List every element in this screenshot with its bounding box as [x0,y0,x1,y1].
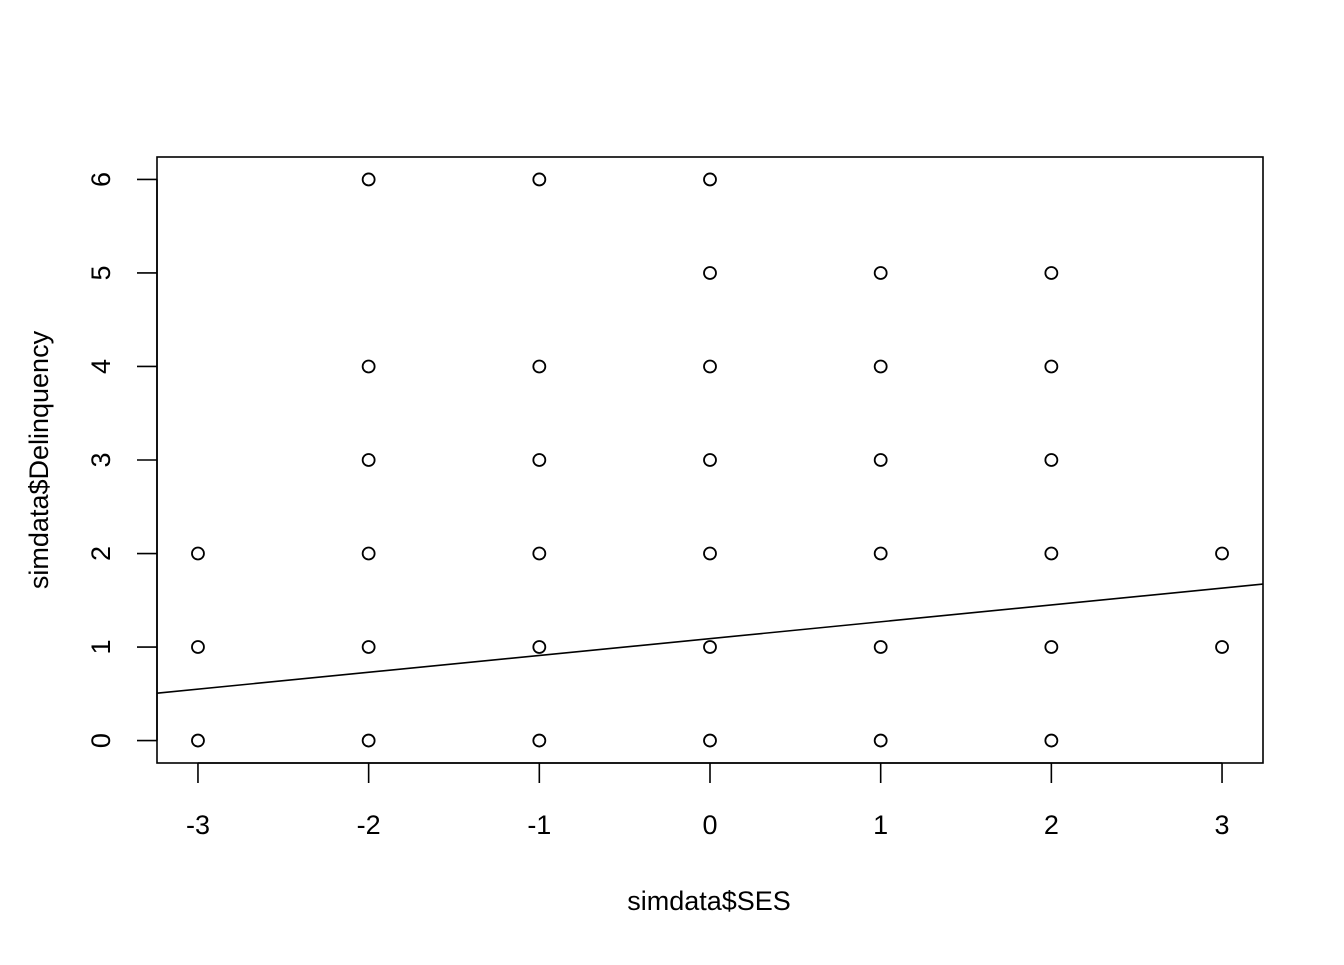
data-point [361,453,376,467]
x-tick-label: -3 [186,810,210,840]
data-point [191,640,205,654]
data-point [703,733,717,748]
data-point [703,172,717,187]
x-tick-label: -2 [357,810,381,840]
data-point [873,359,888,374]
data-point [703,359,717,374]
data-point [532,546,547,561]
data-point [532,640,547,654]
y-tick-label: 4 [86,359,116,374]
points-layer [191,172,1229,748]
y-tick-label: 6 [86,172,116,187]
y-tick-label: 5 [86,265,116,280]
data-point [532,453,547,467]
data-point [1044,266,1059,280]
data-point [873,266,888,280]
data-point [1044,359,1059,374]
x-tick-label: 1 [873,810,888,840]
data-point [532,733,547,748]
axes-layer: -3 -2 -1 0 1 2 3 0 1 2 3 4 5 6 [86,156,1264,840]
regression-line-layer [156,583,1264,694]
x-axis-label: simdata$SES [627,886,791,916]
regression-line [156,583,1264,694]
data-point [703,640,717,654]
data-point [873,453,888,467]
y-tick-label: 3 [86,452,116,467]
x-tick-label: -1 [527,810,551,840]
x-tick-label: 2 [1044,810,1059,840]
data-point [361,359,376,374]
data-point [1044,453,1059,467]
data-point [1044,733,1059,748]
data-point [361,733,376,748]
y-tick-label: 0 [86,733,116,748]
y-tick-label: 2 [86,546,116,561]
data-point [1215,546,1229,561]
x-tick-label: 3 [1215,810,1230,840]
data-point [703,453,717,467]
data-point [361,546,376,561]
data-point [361,172,376,187]
data-point [703,546,717,561]
data-point [1215,640,1229,654]
data-point [532,359,547,374]
data-point [873,733,888,748]
data-point [191,546,205,561]
y-axis-label: simdata$Delinquency [24,330,54,589]
data-point [191,733,205,748]
data-point [361,640,376,654]
data-point [873,640,888,654]
data-point [532,172,547,187]
data-point [1044,640,1059,654]
data-point [703,266,717,280]
y-tick-label: 1 [86,640,116,655]
x-tick-label: 0 [702,810,717,840]
data-point [873,546,888,561]
data-point [1044,546,1059,561]
